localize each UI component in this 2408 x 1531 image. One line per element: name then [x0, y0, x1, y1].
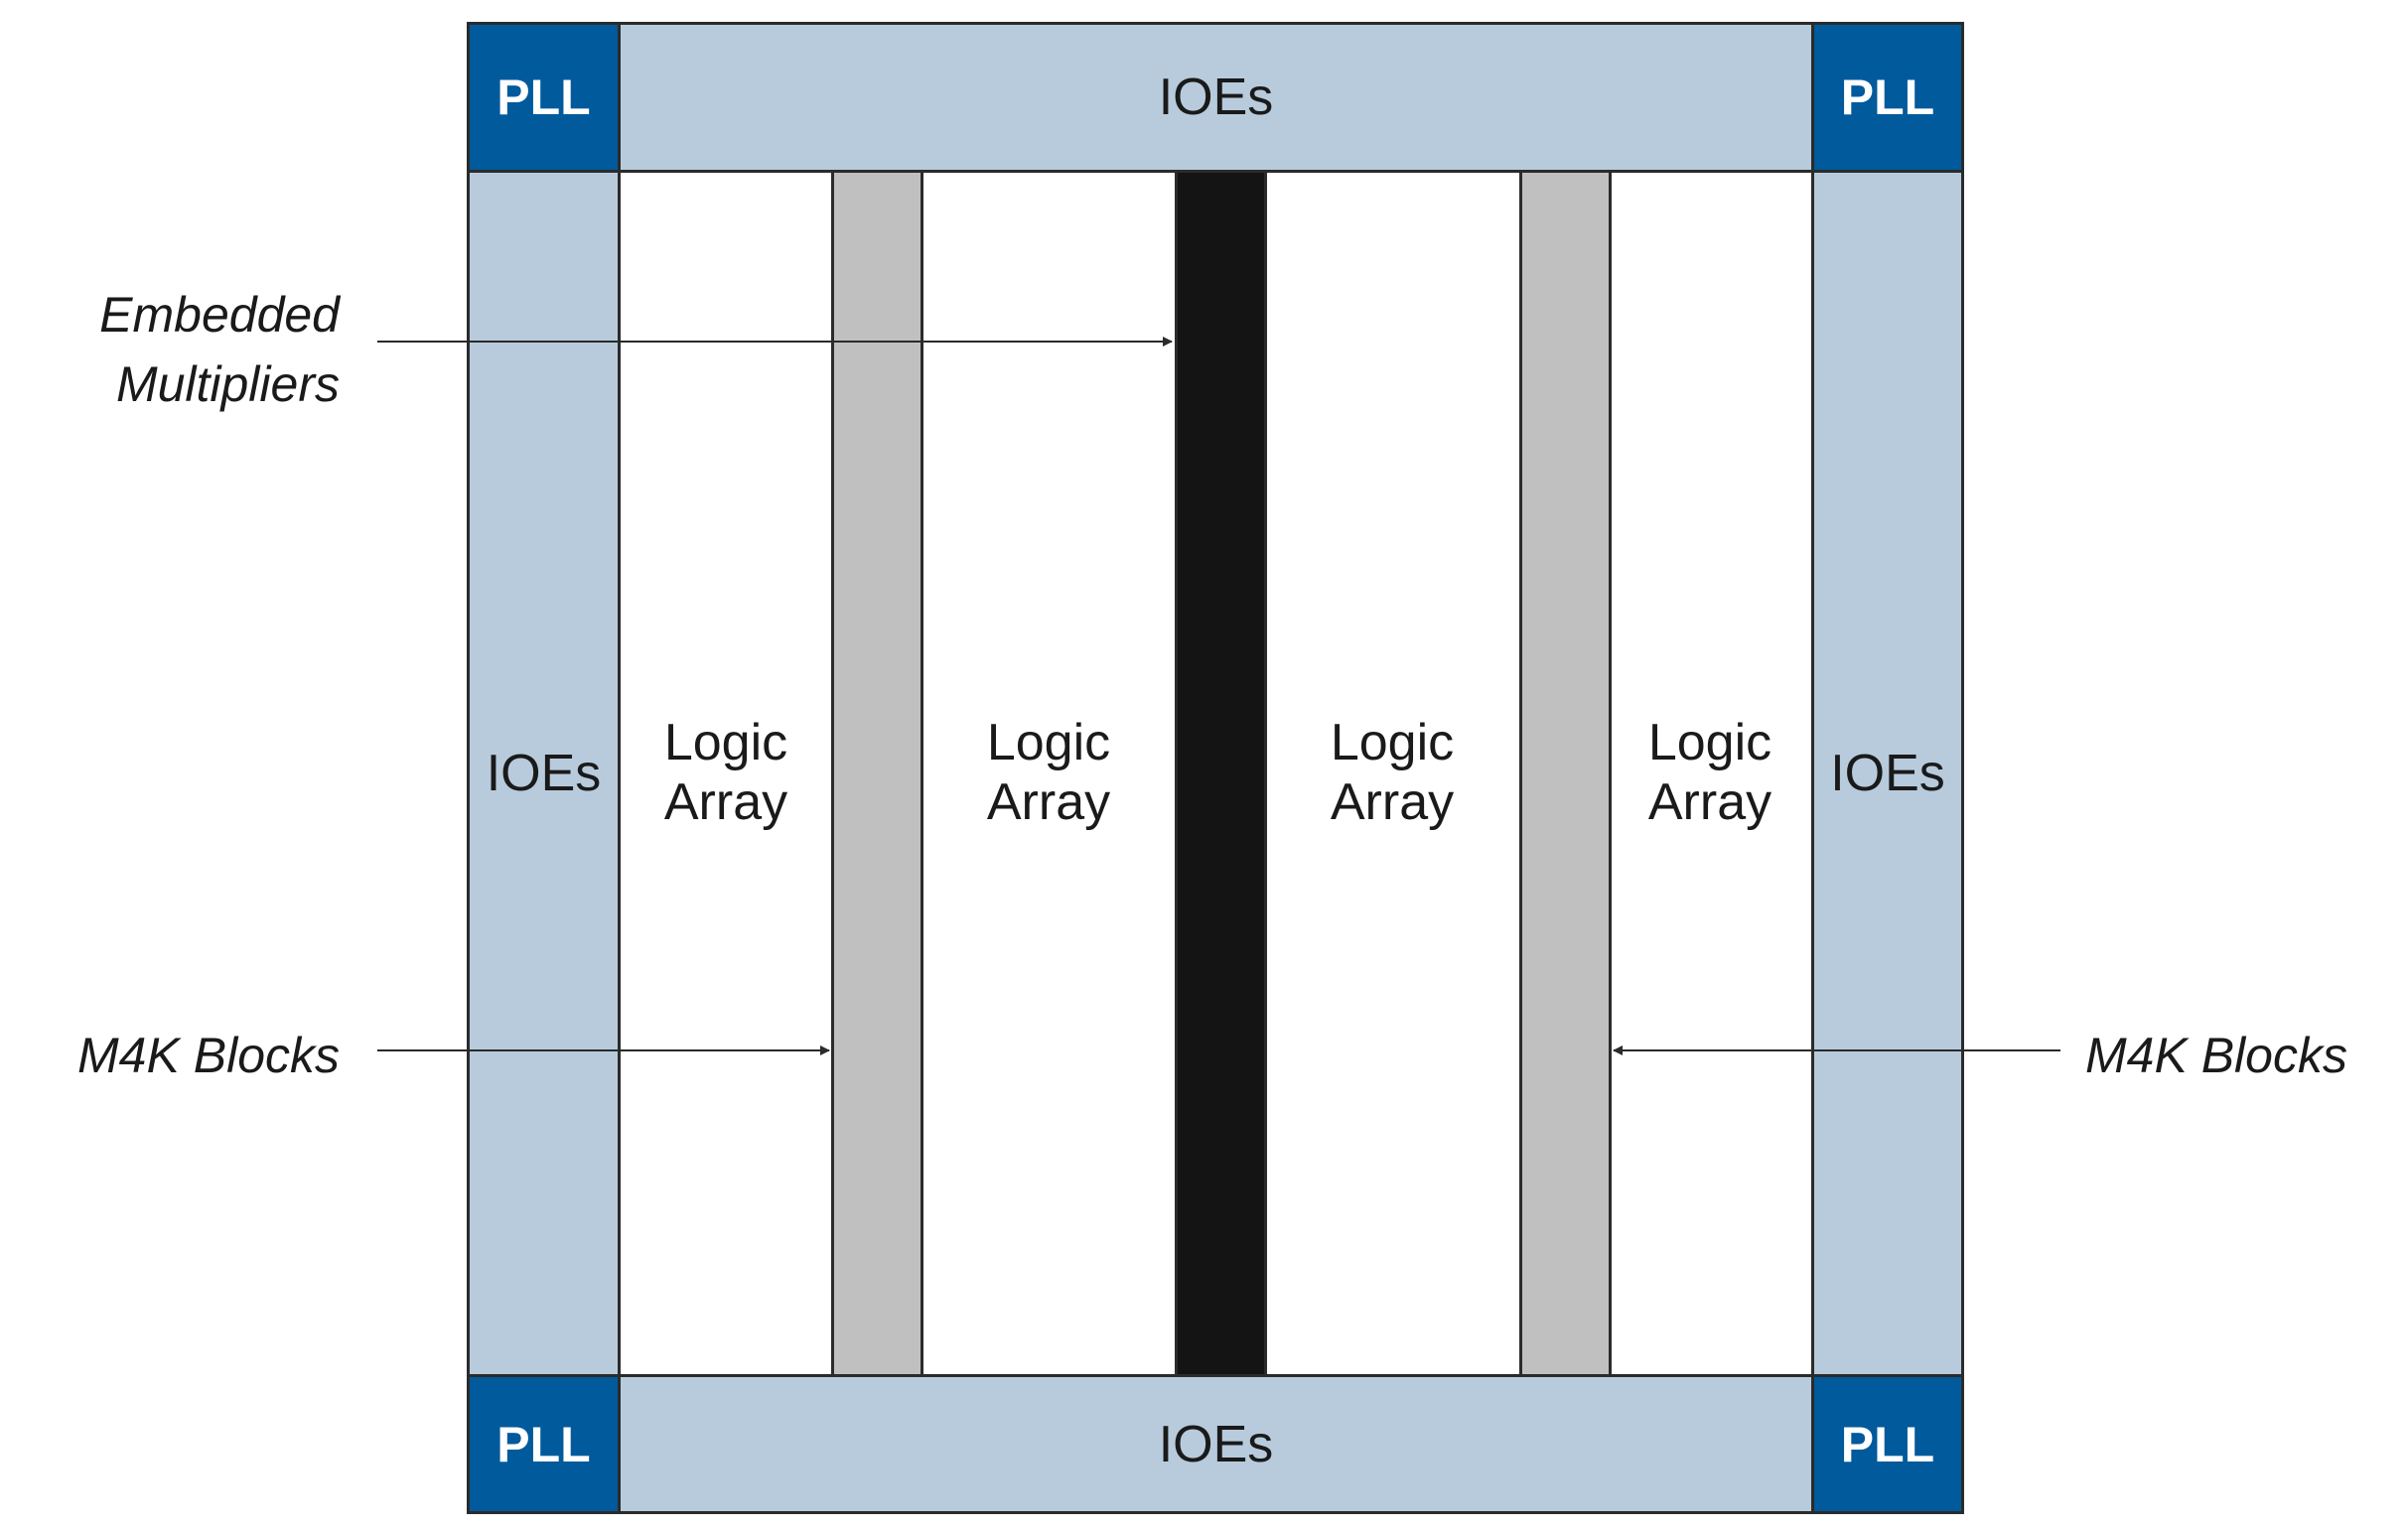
logic-array-label-line1: Logic — [1647, 714, 1772, 772]
m4k-block-column-right — [1519, 170, 1612, 1377]
logic-array-label-line1: Logic — [663, 714, 788, 772]
pll-top-left: PLL — [467, 22, 621, 173]
pll-label: PLL — [496, 70, 591, 125]
callout-line1: Embedded — [99, 287, 340, 343]
pll-bottom-left: PLL — [467, 1374, 621, 1514]
ioe-bottom: IOEs — [618, 1374, 1814, 1514]
logic-array-label: Logic Array — [1648, 714, 1771, 833]
pll-bottom-right: PLL — [1811, 1374, 1964, 1514]
logic-array-label-line2: Array — [986, 773, 1111, 831]
logic-array-1: Logic Array — [621, 173, 831, 1374]
pll-label: PLL — [1840, 70, 1935, 125]
pll-label: PLL — [496, 1416, 591, 1472]
logic-array-label-line2: Array — [663, 773, 788, 831]
logic-array-label-line2: Array — [1647, 773, 1772, 831]
logic-array-label-line2: Array — [1330, 773, 1455, 831]
logic-array-4: Logic Array — [1609, 173, 1811, 1374]
pll-top-right: PLL — [1811, 22, 1964, 173]
logic-array-label-line1: Logic — [986, 714, 1111, 772]
m4k-blocks-callout-right: M4K Blocks — [2085, 1021, 2383, 1090]
logic-array-label-line1: Logic — [1330, 714, 1455, 772]
ioe-label: IOEs — [1158, 1415, 1274, 1473]
ioe-top: IOEs — [618, 22, 1814, 173]
logic-array-3: Logic Array — [1264, 173, 1520, 1374]
embedded-multipliers-callout: Embedded Multipliers — [60, 280, 340, 419]
m4k-blocks-callout-left: M4K Blocks — [40, 1021, 340, 1090]
logic-array-label: Logic Array — [1331, 714, 1454, 833]
callout-label: M4K Blocks — [2085, 1028, 2347, 1083]
pll-label: PLL — [1840, 1416, 1935, 1472]
ioe-right: IOEs — [1811, 170, 1964, 1377]
logic-array-2: Logic Array — [921, 173, 1177, 1374]
ioe-label: IOEs — [486, 745, 602, 802]
embedded-multiplier-column — [1175, 170, 1267, 1377]
ioe-label: IOEs — [1158, 69, 1274, 126]
logic-array-label: Logic Array — [664, 714, 787, 833]
m4k-block-column-left — [831, 170, 923, 1377]
ioe-label: IOEs — [1830, 745, 1945, 802]
callout-line2: Multipliers — [115, 356, 340, 412]
ioe-left: IOEs — [467, 170, 621, 1377]
callout-label: M4K Blocks — [77, 1028, 340, 1083]
logic-array-label: Logic Array — [987, 714, 1110, 833]
